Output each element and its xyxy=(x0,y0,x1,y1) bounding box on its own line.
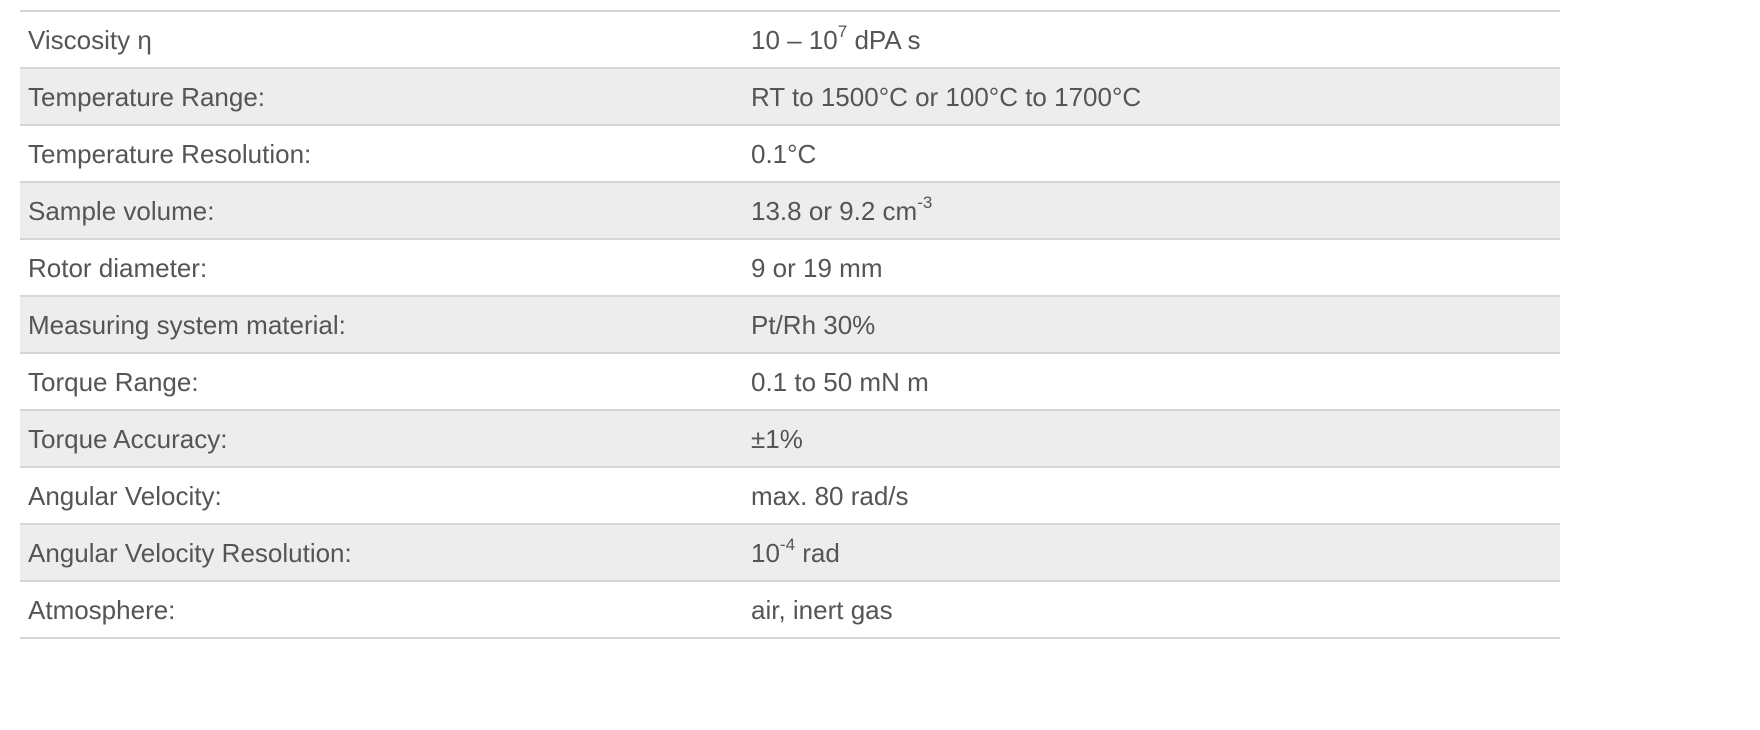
spec-value: 9 or 19 mm xyxy=(751,239,1560,297)
spec-value: 0.1 to 50 mN m xyxy=(751,353,1560,411)
spec-value-suffix: dPA s xyxy=(847,24,921,55)
spec-row-torque-range: Torque Range: 0.1 to 50 mN m xyxy=(20,353,1560,411)
spec-value-superscript: -4 xyxy=(779,534,796,554)
spec-value: 10 – 107 dPA s xyxy=(751,11,1560,69)
spec-value-superscript: -3 xyxy=(917,192,933,212)
spec-value: 13.8 or 9.2 cm-3 xyxy=(751,182,1560,240)
spec-label: Measuring system material: xyxy=(20,296,751,354)
spec-row-viscosity: Viscosity η 10 – 107 dPA s xyxy=(20,11,1560,69)
spec-label: Temperature Resolution: xyxy=(20,125,751,183)
spec-value: ±1% xyxy=(751,410,1560,468)
spec-value-superscript: 7 xyxy=(837,21,848,41)
spec-label: Angular Velocity: xyxy=(20,467,751,525)
spec-value-text: 10 xyxy=(751,537,780,568)
spec-label: Torque Accuracy: xyxy=(20,410,751,468)
spec-row-temperature-range: Temperature Range: RT to 1500°C or 100°C… xyxy=(20,68,1560,126)
spec-table: Viscosity η 10 – 107 dPA s Temperature R… xyxy=(20,10,1560,639)
spec-row-measuring-system-material: Measuring system material: Pt/Rh 30% xyxy=(20,296,1560,354)
spec-value: RT to 1500°C or 100°C to 1700°C xyxy=(751,68,1560,126)
spec-label: Sample volume: xyxy=(20,182,751,240)
spec-row-atmosphere: Atmosphere: air, inert gas xyxy=(20,581,1560,639)
spec-row-angular-velocity: Angular Velocity: max. 80 rad/s xyxy=(20,467,1560,525)
spec-label: Temperature Range: xyxy=(20,68,751,126)
spec-row-torque-accuracy: Torque Accuracy: ±1% xyxy=(20,410,1560,468)
spec-row-angular-velocity-resolution: Angular Velocity Resolution: 10-4 rad xyxy=(20,524,1560,582)
spec-label: Angular Velocity Resolution: xyxy=(20,524,751,582)
spec-table-body: Viscosity η 10 – 107 dPA s Temperature R… xyxy=(20,11,1560,639)
spec-value-text: 13.8 or 9.2 cm xyxy=(751,195,918,226)
spec-value: air, inert gas xyxy=(751,581,1560,639)
spec-row-rotor-diameter: Rotor diameter: 9 or 19 mm xyxy=(20,239,1560,297)
spec-value: 10-4 rad xyxy=(751,524,1560,582)
spec-row-temperature-resolution: Temperature Resolution: 0.1°C xyxy=(20,125,1560,183)
spec-row-sample-volume: Sample volume: 13.8 or 9.2 cm-3 xyxy=(20,182,1560,240)
spec-value: max. 80 rad/s xyxy=(751,467,1560,525)
spec-value: Pt/Rh 30% xyxy=(751,296,1560,354)
spec-label: Viscosity η xyxy=(20,11,751,69)
spec-value-suffix: rad xyxy=(795,537,840,568)
spec-value-text: 10 – 10 xyxy=(751,24,838,55)
spec-label: Rotor diameter: xyxy=(20,239,751,297)
spec-value: 0.1°C xyxy=(751,125,1560,183)
spec-label: Atmosphere: xyxy=(20,581,751,639)
spec-label: Torque Range: xyxy=(20,353,751,411)
